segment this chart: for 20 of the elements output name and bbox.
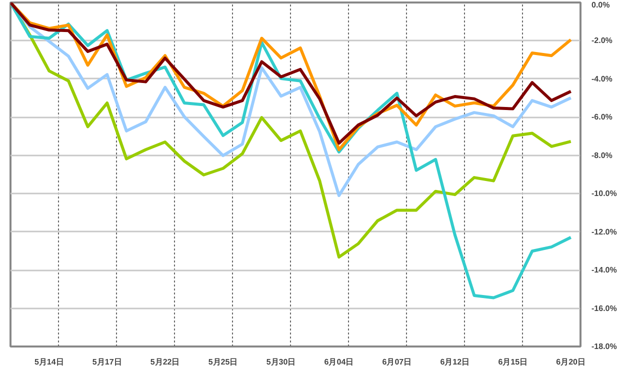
x-tick-label: 5月30日 [266, 358, 296, 366]
y-tick-label: -18.0% [592, 342, 617, 351]
x-tick-label: 6月07日 [382, 358, 412, 366]
y-tick-label: 0.0% [592, 0, 610, 10]
x-tick-label: 6月15日 [498, 358, 528, 366]
y-tick-label: -4.0% [592, 74, 612, 84]
y-tick-label: -6.0% [592, 112, 612, 122]
x-tick-label: 6月12日 [440, 358, 470, 366]
y-tick-label: -16.0% [592, 304, 617, 313]
x-tick-label: 5月22日 [150, 358, 180, 366]
x-tick-label: 5月14日 [34, 358, 64, 366]
y-tick-label: -8.0% [592, 150, 612, 160]
y-tick-label: -2.0% [592, 36, 612, 46]
x-tick-label: 5月17日 [92, 358, 122, 366]
x-tick-label: 6月04日 [324, 358, 354, 366]
y-tick-label: -14.0% [592, 266, 617, 275]
x-tick-label: 5月25日 [208, 358, 238, 366]
x-tick-label: 6月20日 [556, 358, 586, 366]
y-tick-label: -12.0% [592, 227, 617, 236]
y-tick-label: -10.0% [592, 189, 617, 198]
